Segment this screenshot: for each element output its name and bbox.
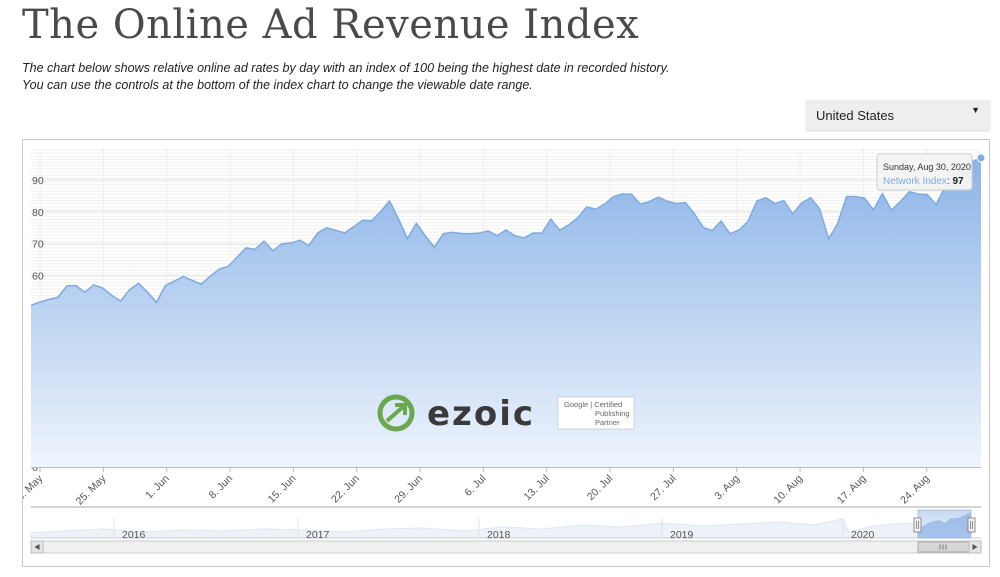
x-tick-label: 29. Jun — [392, 473, 425, 506]
badge-line-1: Google | Certified — [564, 400, 622, 409]
x-tick-label: 18. May — [23, 472, 46, 507]
x-tick-label: 24. Aug — [898, 473, 932, 507]
badge-line-3: Partner — [595, 418, 620, 427]
svg-text:Network Index: 97: Network Index: 97 — [883, 176, 964, 187]
arrow-right-icon — [972, 544, 978, 550]
tooltip-date: Sunday, Aug 30, 2020 — [883, 162, 971, 172]
navigator-handle-right[interactable] — [967, 517, 976, 533]
badge-line-2: Publishing — [595, 409, 630, 418]
ezoic-watermark: ezoic Google | Certified Publishing Part… — [377, 394, 635, 434]
grip-icon — [939, 544, 947, 550]
description-line-1: The chart below shows relative online ad… — [22, 61, 670, 75]
x-tick-label: 20. Jul — [585, 473, 615, 503]
page-description: The chart below shows relative online ad… — [22, 60, 669, 94]
x-tick-label: 1. Jun — [143, 473, 172, 502]
tooltip-colon: : — [947, 176, 953, 187]
x-axis: 18. May 25. May 1. Jun 8. Jun 15. Jun 22. Jun… — [23, 467, 981, 508]
navigator-year-label: 2016 — [122, 529, 146, 541]
google-badge — [557, 396, 635, 430]
navigator-scrollbar[interactable] — [30, 540, 982, 554]
y-tick-label: 90 — [32, 175, 44, 187]
navigator-selected-series — [918, 512, 971, 538]
description-line-2: You can use the controls at the bottom o… — [22, 78, 533, 92]
series-layer — [30, 153, 986, 467]
caret-down-icon: ▼ — [971, 105, 980, 115]
navigator-year-labels: 2016 2017 2018 2019 2020 — [113, 518, 875, 541]
x-tick-label: 22. Jun — [329, 473, 362, 506]
chart-tooltip: Sunday, Aug 30, 2020 Network Index: 97 — [876, 153, 973, 191]
navigator-handle-left[interactable] — [913, 517, 922, 533]
x-tick-label: 13. Jul — [521, 473, 551, 503]
x-tick-label: 25. May — [74, 472, 109, 507]
arrow-left-icon — [34, 544, 40, 550]
y-tick-label: 60 — [32, 271, 44, 283]
y-tick-label: 80 — [32, 207, 44, 219]
navigator-year-label: 2017 — [306, 529, 330, 541]
scrollbar-thumb[interactable] — [917, 541, 970, 553]
country-select[interactable]: United States ▼ — [806, 100, 990, 130]
navigator-year-label: 2019 — [670, 529, 694, 541]
page-title: The Online Ad Revenue Index — [22, 2, 640, 48]
x-tick-label: 15. Jun — [266, 473, 299, 506]
country-select-value: United States — [816, 108, 895, 123]
hover-point — [976, 153, 986, 163]
x-tick-label: 6. Jul — [462, 473, 488, 499]
series-area — [31, 157, 981, 467]
series-line — [30, 157, 982, 306]
x-tick-label: 27. Jul — [648, 473, 678, 503]
x-tick-label: 8. Jun — [206, 473, 235, 502]
navigator[interactable]: 2016 2017 2018 2019 2020 — [30, 506, 982, 554]
navigator-year-label: 2018 — [487, 529, 511, 541]
ezoic-logo-icon — [377, 394, 415, 432]
x-tick-label: 17. Aug — [835, 473, 869, 507]
navigator-series — [30, 518, 919, 539]
tooltip-series: Network Index — [883, 176, 947, 187]
x-tick-label: 10. Aug — [771, 473, 805, 507]
tooltip-value: 97 — [952, 176, 964, 187]
navigator-year-label: 2020 — [851, 529, 875, 541]
x-tick-label: 3. Aug — [712, 473, 742, 503]
ezoic-wordmark: ezoic — [427, 394, 535, 434]
y-tick-label: 70 — [32, 239, 44, 251]
